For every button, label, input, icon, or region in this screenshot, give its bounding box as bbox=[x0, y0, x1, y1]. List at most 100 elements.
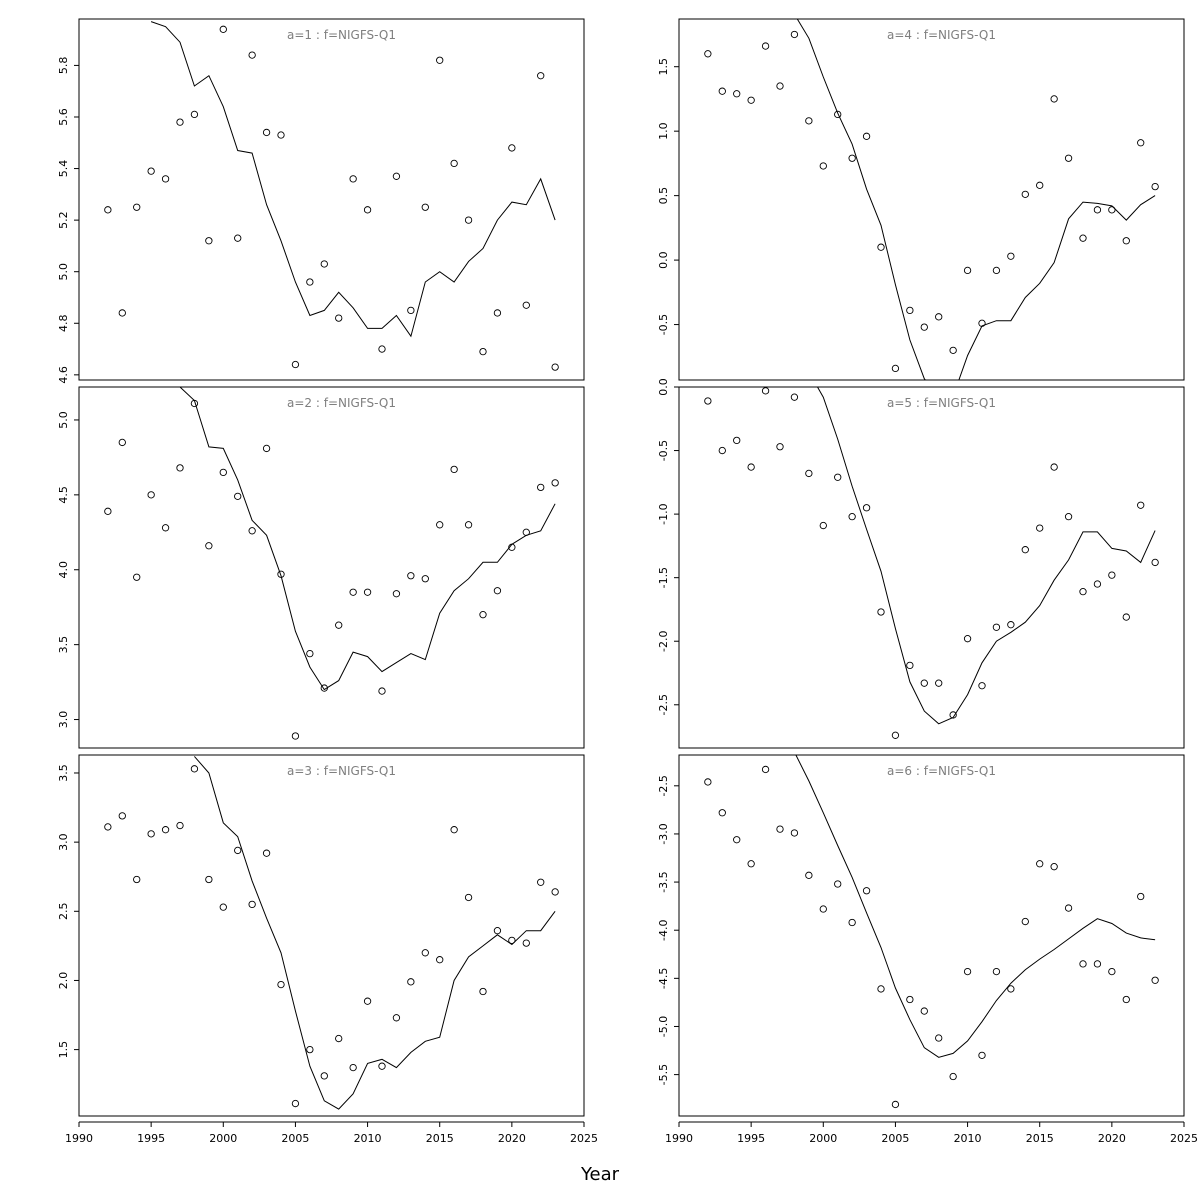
panel-title: a=4 : f=NIGFS-Q1 bbox=[887, 28, 996, 42]
data-point bbox=[363, 588, 372, 596]
data-point bbox=[963, 967, 972, 976]
data-point bbox=[349, 588, 357, 596]
data-point bbox=[848, 513, 856, 521]
data-point bbox=[963, 635, 972, 643]
data-point bbox=[306, 278, 314, 286]
data-point bbox=[834, 473, 842, 481]
data-point bbox=[522, 528, 530, 536]
data-point bbox=[248, 51, 256, 59]
data-point bbox=[1151, 976, 1159, 984]
panel-title: a=1 : f=NIGFS-Q1 bbox=[287, 28, 396, 42]
y-tick-label: 3.0 bbox=[57, 833, 70, 851]
data-point bbox=[277, 131, 285, 139]
data-point bbox=[761, 387, 770, 395]
data-point bbox=[1151, 182, 1159, 191]
x-axis-2: 1990 1995 2000 2005 2010 2015 2020 2025 bbox=[665, 1121, 1198, 1145]
panel-title: a=5 : f=NIGFS-Q1 bbox=[887, 396, 996, 410]
data-point bbox=[464, 893, 473, 902]
data-point bbox=[133, 875, 141, 884]
data-point bbox=[537, 72, 545, 80]
data-point bbox=[704, 778, 712, 786]
y-tick-label: 4.8 bbox=[57, 315, 70, 333]
y-tick-label: -5.5 bbox=[657, 1064, 670, 1085]
data-point bbox=[862, 504, 871, 512]
data-point bbox=[1064, 513, 1073, 521]
data-point bbox=[464, 216, 473, 224]
data-point bbox=[219, 903, 227, 911]
data-point bbox=[320, 260, 328, 268]
data-point bbox=[1137, 501, 1145, 509]
x-tick-label: 1995 bbox=[137, 1132, 165, 1145]
data-point bbox=[1079, 234, 1087, 242]
data-point bbox=[949, 346, 957, 354]
data-point bbox=[718, 87, 726, 95]
x-tick-label: 2010 bbox=[354, 1132, 382, 1145]
data-point bbox=[978, 319, 986, 327]
data-point bbox=[248, 527, 256, 535]
x-axis-1: 1990 1995 2000 2005 2010 2015 2020 2025 bbox=[65, 1121, 598, 1145]
y-tick-label: 2.0 bbox=[57, 972, 70, 990]
data-point bbox=[161, 524, 170, 532]
plot-area bbox=[104, 756, 559, 1110]
data-point bbox=[1021, 917, 1029, 926]
data-point bbox=[493, 927, 502, 935]
data-point bbox=[1151, 558, 1159, 567]
data-point bbox=[291, 1099, 300, 1108]
data-point bbox=[479, 611, 487, 619]
data-point bbox=[508, 144, 516, 152]
data-point bbox=[234, 846, 242, 855]
fit-line bbox=[817, 387, 1156, 725]
data-point bbox=[349, 175, 357, 183]
panel-frame bbox=[678, 386, 1185, 749]
data-point bbox=[747, 860, 755, 868]
data-point bbox=[378, 687, 386, 695]
data-point bbox=[205, 875, 213, 884]
data-point bbox=[161, 826, 170, 834]
data-point bbox=[704, 397, 712, 405]
data-point bbox=[877, 985, 885, 993]
data-point bbox=[104, 507, 112, 515]
y-tick-label: -1.5 bbox=[657, 567, 670, 588]
x-tick-label: 2020 bbox=[498, 1132, 526, 1145]
plot-area bbox=[704, 19, 1159, 380]
data-point bbox=[891, 731, 900, 739]
data-point bbox=[906, 995, 914, 1004]
data-point bbox=[1064, 154, 1073, 162]
fit-line bbox=[795, 755, 1156, 1058]
data-point bbox=[133, 203, 141, 211]
data-point bbox=[862, 132, 871, 140]
data-point bbox=[935, 679, 943, 687]
data-point bbox=[1093, 580, 1102, 588]
x-tick-label: 2020 bbox=[1098, 1132, 1126, 1145]
y-tick-label: 1.0 bbox=[657, 122, 670, 140]
data-point bbox=[508, 543, 516, 551]
x-tick-label: 1990 bbox=[665, 1132, 693, 1145]
data-point bbox=[761, 42, 770, 50]
data-point bbox=[920, 1007, 928, 1015]
data-point bbox=[963, 266, 972, 275]
data-point bbox=[464, 521, 473, 529]
y-tick-label: 1.5 bbox=[57, 1041, 70, 1059]
data-point bbox=[176, 821, 184, 830]
x-axis-label: Year bbox=[580, 1164, 620, 1185]
data-point bbox=[992, 967, 1001, 976]
data-point bbox=[219, 25, 227, 33]
data-point bbox=[349, 1063, 357, 1072]
y-tick-label: 0.0 bbox=[657, 378, 670, 396]
data-point bbox=[805, 469, 813, 478]
data-point bbox=[819, 521, 827, 530]
y-tick-label: -3.5 bbox=[657, 871, 670, 892]
data-point bbox=[805, 117, 813, 125]
data-point bbox=[834, 880, 842, 888]
data-point bbox=[1137, 892, 1145, 901]
data-point bbox=[335, 1034, 343, 1043]
data-point bbox=[992, 266, 1001, 275]
data-point bbox=[537, 483, 545, 492]
data-point bbox=[1093, 960, 1102, 968]
data-point bbox=[508, 936, 516, 944]
data-point bbox=[291, 732, 300, 740]
x-tick-label: 2000 bbox=[809, 1132, 837, 1145]
data-point bbox=[479, 987, 487, 996]
x-tick-label: 2025 bbox=[570, 1132, 598, 1145]
y-tick-label: -0.5 bbox=[657, 314, 670, 335]
